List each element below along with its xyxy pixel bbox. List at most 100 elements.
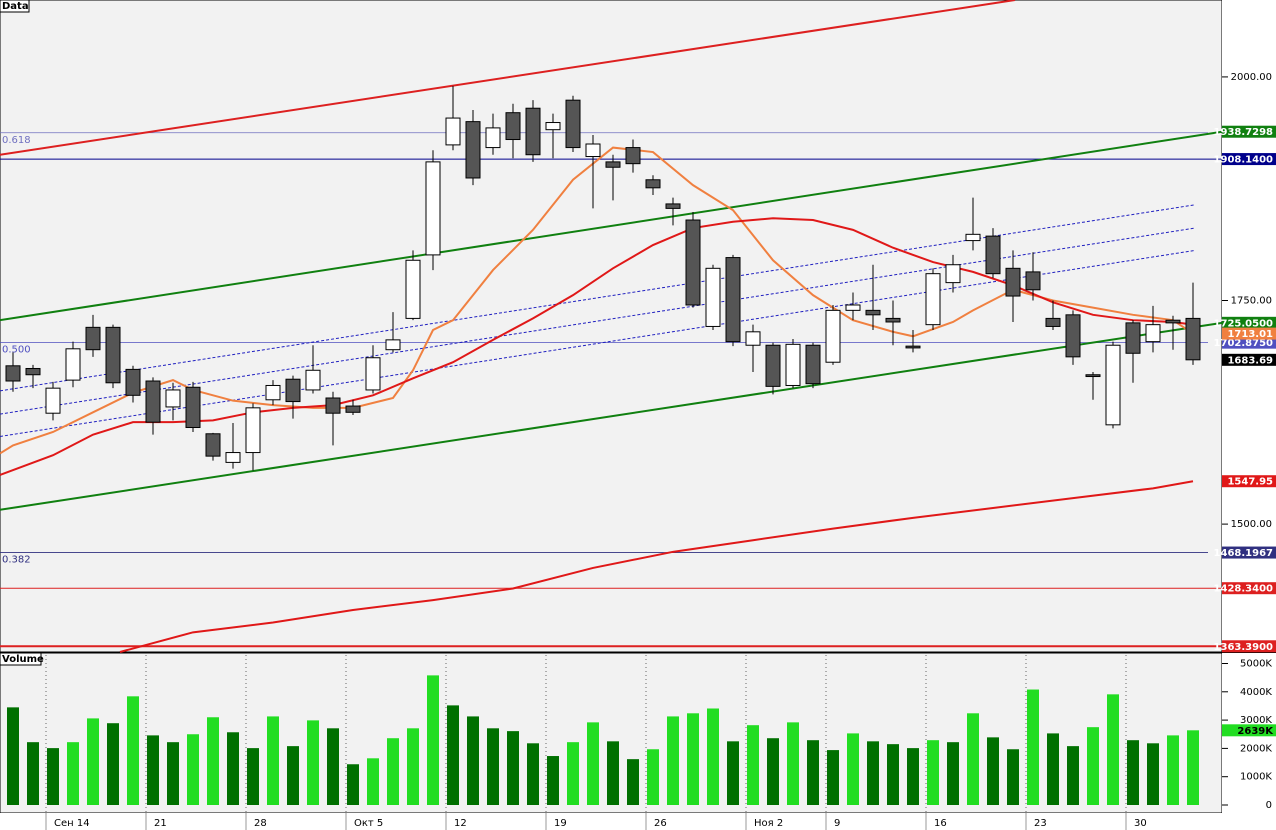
volume-bar [967,713,979,805]
candle-body [425,161,441,256]
candle-body [805,344,821,385]
value-label: 1428.3400 [1214,584,1274,595]
x-tick-label: 21 [154,818,167,829]
volume-bar [407,728,419,805]
candle-body [45,387,61,414]
volume-bar [247,748,259,805]
y-tick-label: 4000K [1240,687,1272,698]
candle-body [505,112,521,141]
candle-body [1025,271,1041,291]
volume-bar [307,720,319,805]
y-tick-label: 0 [1266,800,1272,811]
volume-bar [67,742,79,805]
volume-bar [747,725,759,805]
volume-bar [487,728,499,805]
value-label-box [1222,475,1276,488]
candle-body [945,264,961,284]
volume-bar [847,733,859,805]
candle-body [305,369,321,391]
volume-bar [207,717,219,805]
candle-body [25,367,41,376]
value-label: 1363.3900 [1214,642,1274,653]
volume-bar [227,732,239,805]
volume-bar [827,750,839,805]
volume-bar [567,742,579,805]
x-tick-label: Окт 5 [354,818,383,829]
x-tick-label: 28 [254,818,267,829]
chart-title: Volume [2,654,44,665]
candle-body [965,233,981,242]
volume-bar [287,746,299,805]
candle-body [605,161,621,168]
candle-body [65,348,81,381]
candle-body [525,107,541,156]
candle-body [745,331,761,346]
value-label: 2639K [1237,726,1274,737]
volume-bar [527,743,539,805]
trendline [0,130,1223,322]
candle-body [185,386,201,429]
volume-bar [887,744,899,805]
x-tick-label: 19 [554,818,567,829]
moving-average [0,146,1194,455]
candle-body [905,345,921,349]
value-label: 1938.7298 [1214,127,1274,138]
candle-body [245,407,261,454]
candle-body [1125,322,1141,354]
candle-body [645,179,661,189]
chart-title: Data [2,1,29,12]
x-tick-label: Сен 14 [54,818,90,829]
value-label: 1713.01 [1227,329,1273,340]
candle-body [485,127,501,149]
x-axis-area [0,813,1276,830]
volume-bar [187,734,199,805]
candle-body [845,304,861,311]
candle-body [285,378,301,403]
candle-body [1005,267,1021,297]
x-tick-label: 30 [1134,818,1147,829]
value-label-box [1222,327,1276,340]
candle-body [1085,374,1101,378]
volume-bar [1067,746,1079,805]
candle-body [225,452,241,463]
candle-body [865,309,881,316]
value-label-box [1222,125,1276,138]
volume-bar [1127,740,1139,805]
candle-body [765,344,781,387]
volume-bar [1167,735,1179,805]
volume-bar [267,716,279,805]
value-label-box [1222,353,1276,366]
volume-bar [767,738,779,805]
candle-body [705,267,721,327]
value-label-box [1222,336,1276,349]
volume-bar [587,722,599,805]
candle-body [465,121,481,179]
volume-bar [627,759,639,805]
volume-bar [1147,743,1159,805]
y-tick-label: 1500.00 [1231,519,1272,530]
volume-bar [507,731,519,805]
candle-body [985,235,1001,275]
x-tick-label: 12 [454,818,467,829]
trendline [0,321,1223,511]
candle-body [445,117,461,146]
volume-bar [147,735,159,805]
value-label: 1725.0500 [1214,318,1274,329]
candle-body [105,326,121,384]
x-tick-label: 26 [654,818,667,829]
volume-bar [1047,733,1059,805]
candle-body [345,405,361,413]
volume-bar [87,718,99,805]
y-tick-label: 5000K [1240,658,1272,669]
volume-bar [867,741,879,805]
volume-bar [687,713,699,805]
value-label-box [1222,546,1276,559]
candle-body [205,433,221,457]
value-label: 1547.95 [1227,477,1273,488]
fib-ratio: 0.382 [2,555,31,566]
volume-bar [27,742,39,805]
volume-bar [647,749,659,805]
candle-body [785,343,801,386]
x-tick-label: 16 [934,818,947,829]
